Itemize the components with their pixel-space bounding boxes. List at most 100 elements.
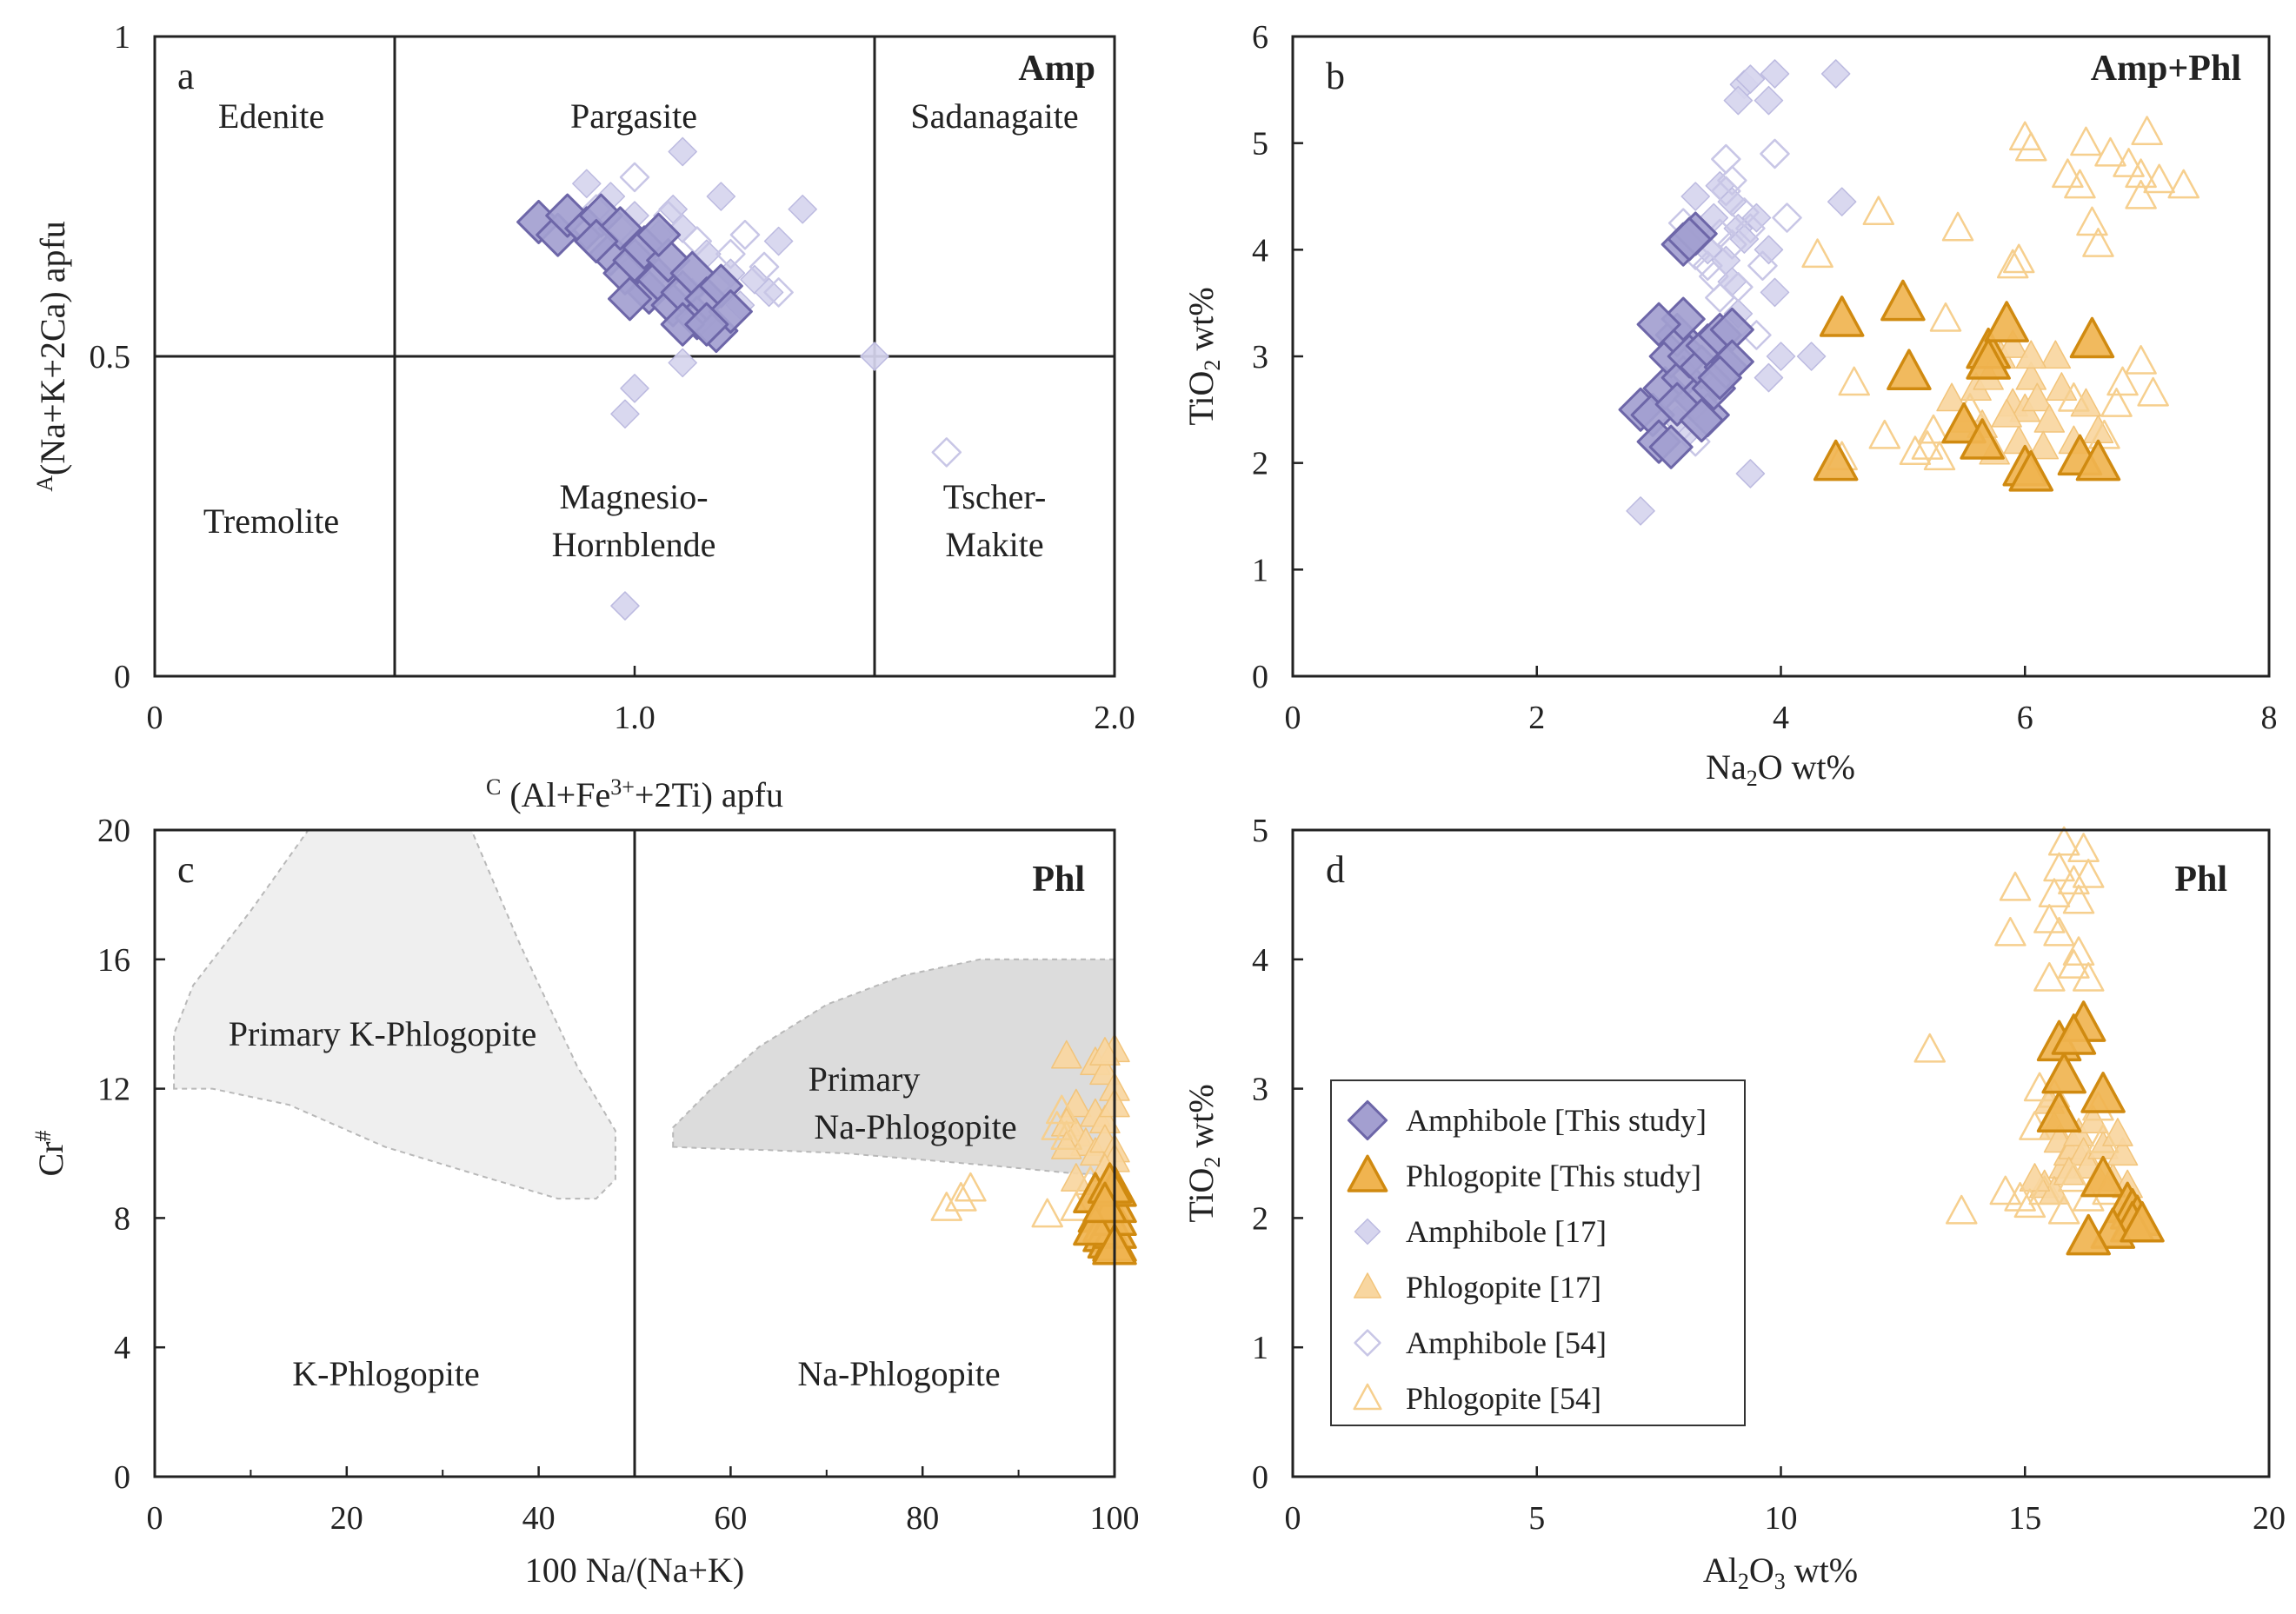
panel-a-ytick-labels: 00.51 xyxy=(90,19,131,695)
legend-marker-phl-54 xyxy=(1353,1383,1382,1411)
y-tick-label: 4 xyxy=(114,1330,130,1366)
panel-c-x-title: 100 Na/(Na+K) xyxy=(525,1551,744,1590)
y-tick-label: 6 xyxy=(1252,19,1268,56)
point-phl-this xyxy=(2080,1155,2126,1198)
point-amp-17 xyxy=(1741,203,1772,233)
point-phl-54 xyxy=(1862,196,1895,226)
point-amp-17 xyxy=(1723,85,1754,116)
legend-marker-phl-this xyxy=(1347,1154,1388,1192)
x-tick-label: 15 xyxy=(2008,1500,2041,1537)
y-tick-label: 16 xyxy=(97,942,130,979)
point-amp-17 xyxy=(1735,64,1766,94)
panel-c-letter: c xyxy=(177,848,195,891)
point-phl-17 xyxy=(1089,1037,1121,1066)
point-phl-54 xyxy=(2058,1162,2090,1192)
x-tick-label: 20 xyxy=(2253,1500,2286,1537)
point-amp-54 xyxy=(1760,138,1790,169)
point-amp-17 xyxy=(754,277,784,308)
point-phl-54 xyxy=(2113,148,2145,177)
point-amp-54 xyxy=(729,219,761,250)
legend-label: Phlogopite [54] xyxy=(1406,1381,1601,1416)
y-tick-label: 1 xyxy=(114,19,130,56)
panel-b-xtick-labels: 0 2 4 6 8 xyxy=(1285,700,2278,736)
point-phl-54 xyxy=(2131,116,2163,146)
point-phl-54 xyxy=(1946,1194,1978,1225)
field-tscher: Tscher- xyxy=(943,477,1047,516)
panel-b-frame xyxy=(1291,35,2271,678)
x-tick-label: 2.0 xyxy=(1094,700,1135,736)
legend-marker-amp-54 xyxy=(1354,1329,1381,1357)
point-amp-this xyxy=(1679,398,1724,443)
point-phl-54 xyxy=(2047,1194,2080,1225)
point-amp-17 xyxy=(1735,459,1766,488)
panel-c-y-title: Cr# xyxy=(30,1131,70,1177)
y-tick-label: 5 xyxy=(1252,813,1268,849)
x-tick-label: 40 xyxy=(522,1500,556,1537)
point-amp-54 xyxy=(1729,197,1760,228)
point-amp-17 xyxy=(1626,496,1655,526)
y-tick-label: 4 xyxy=(1252,232,1268,269)
legend-label: Phlogopite [17] xyxy=(1406,1270,1601,1305)
point-amp-17 xyxy=(1717,187,1747,216)
x-tick-label: 0 xyxy=(147,700,163,736)
panel-b: b Amp+Phl 0 2 4 6 8 0 1 2 3 4 5 6 Na2O wt% TiO2 wt… xyxy=(1181,19,2278,791)
point-phl-54 xyxy=(2033,962,2066,992)
point-amp-17 xyxy=(860,342,889,371)
point-phl-54 xyxy=(2002,243,2035,274)
panel-c-regions xyxy=(173,829,1115,1200)
panel-a: a Amp Edenite Pargasite Sadanagaite Trem… xyxy=(32,19,1135,814)
point-phl-this xyxy=(1966,338,2011,380)
point-amp-17 xyxy=(572,169,602,199)
point-amp-17 xyxy=(1760,277,1790,308)
point-phl-54 xyxy=(2143,163,2175,194)
point-phl-this xyxy=(2066,1213,2111,1256)
panel-d: d Phl 0 5 10 15 20 0 1 2 3 4 5 Al2O3 wt% TiO2 wt%… xyxy=(1181,813,2286,1594)
x-tick-label: 2 xyxy=(1528,700,1545,736)
point-phl-54 xyxy=(2125,179,2157,209)
point-amp-this xyxy=(636,212,682,257)
point-phl-54 xyxy=(945,1181,977,1212)
point-amp-this xyxy=(1667,216,1712,262)
panel-d-xtick-labels: 0 5 10 15 20 xyxy=(1285,1500,2286,1537)
point-amp-17 xyxy=(763,226,794,256)
panel-c-ytick-labels: 0 4 8 12 16 20 xyxy=(97,813,130,1496)
point-phl-54 xyxy=(2043,916,2075,946)
panel-a-frame xyxy=(153,35,1116,678)
y-tick-label: 2 xyxy=(1252,1200,1268,1237)
panel-c-frame xyxy=(153,828,1116,1478)
point-phl-17 xyxy=(2040,340,2072,369)
point-phl-this xyxy=(2080,1072,2126,1113)
point-phl-17 xyxy=(2027,430,2060,460)
point-phl-this xyxy=(1984,301,2029,342)
point-amp-17 xyxy=(610,399,640,428)
panel-d-series xyxy=(1913,826,2165,1256)
point-amp-17 xyxy=(668,136,697,167)
field-makite: Makite xyxy=(945,525,1043,564)
panel-b-ytick-labels: 0 1 2 3 4 5 6 xyxy=(1252,19,1268,695)
point-phl-this xyxy=(2051,1013,2097,1055)
legend-box xyxy=(1330,1079,1746,1426)
point-amp-17 xyxy=(1766,342,1796,371)
field-edenite: Edenite xyxy=(218,96,324,136)
point-phl-this xyxy=(1073,1204,1118,1246)
x-tick-label: 0 xyxy=(1285,1500,1301,1537)
x-tick-label: 20 xyxy=(330,1500,363,1537)
point-amp-17 xyxy=(706,182,736,211)
point-amp-17 xyxy=(1796,342,1827,371)
point-phl-54 xyxy=(2043,852,2075,882)
point-phl-this xyxy=(2120,1200,2165,1243)
y-tick-label: 12 xyxy=(97,1072,130,1108)
point-phl-54 xyxy=(2125,158,2157,189)
point-phl-54 xyxy=(2062,936,2095,966)
point-amp-54 xyxy=(682,226,713,256)
point-phl-54 xyxy=(2167,169,2200,199)
panel-d-ytick-labels: 0 1 2 3 4 5 xyxy=(1252,813,1268,1496)
point-amp-54 xyxy=(1723,272,1754,302)
point-phl-54 xyxy=(930,1192,963,1221)
point-amp-54 xyxy=(1711,143,1741,175)
field-k-phlogopite: K-Phlogopite xyxy=(292,1354,480,1393)
point-phl-54 xyxy=(2086,1124,2120,1153)
point-amp-17 xyxy=(1760,59,1790,89)
y-tick-label: 8 xyxy=(114,1200,130,1237)
point-phl-54 xyxy=(2004,1181,2036,1212)
